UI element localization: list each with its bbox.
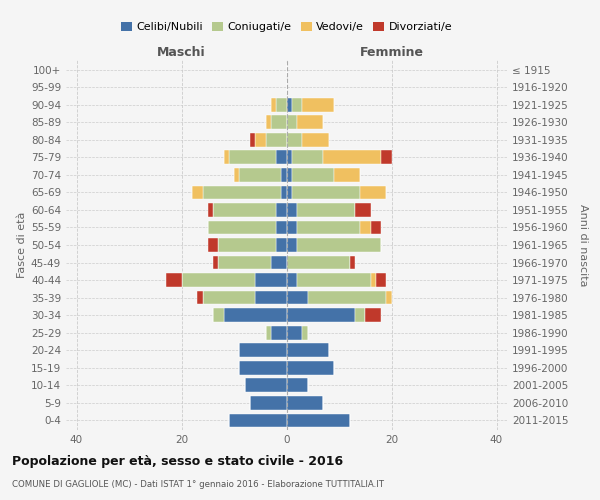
Text: Maschi: Maschi: [157, 46, 206, 59]
Bar: [218, 238, 276, 252]
Bar: [287, 186, 292, 199]
Bar: [287, 98, 292, 112]
Bar: [287, 414, 349, 427]
Bar: [292, 150, 323, 164]
Bar: [349, 256, 355, 270]
Bar: [203, 186, 281, 199]
Bar: [287, 308, 355, 322]
Bar: [239, 344, 287, 357]
Bar: [239, 168, 281, 181]
Bar: [276, 238, 287, 252]
Bar: [245, 378, 287, 392]
Bar: [371, 220, 381, 234]
Bar: [371, 273, 376, 287]
Bar: [208, 238, 218, 252]
Bar: [265, 133, 287, 146]
Bar: [360, 220, 371, 234]
Bar: [213, 308, 223, 322]
Bar: [287, 344, 329, 357]
Bar: [297, 238, 381, 252]
Bar: [287, 273, 297, 287]
Bar: [292, 186, 360, 199]
Bar: [287, 220, 297, 234]
Bar: [355, 203, 371, 217]
Bar: [334, 168, 360, 181]
Bar: [255, 273, 287, 287]
Bar: [287, 256, 349, 270]
Bar: [287, 116, 297, 129]
Bar: [271, 116, 287, 129]
Bar: [255, 133, 265, 146]
Bar: [271, 326, 287, 340]
Bar: [287, 168, 292, 181]
Bar: [302, 133, 329, 146]
Bar: [192, 186, 203, 199]
Bar: [281, 168, 287, 181]
Bar: [302, 326, 308, 340]
Bar: [287, 238, 297, 252]
Bar: [208, 203, 213, 217]
Bar: [239, 361, 287, 374]
Bar: [386, 291, 392, 304]
Bar: [213, 203, 276, 217]
Bar: [302, 98, 334, 112]
Bar: [250, 396, 287, 409]
Bar: [271, 256, 287, 270]
Bar: [287, 150, 292, 164]
Bar: [223, 150, 229, 164]
Bar: [365, 308, 381, 322]
Bar: [292, 98, 302, 112]
Bar: [229, 150, 276, 164]
Bar: [323, 150, 381, 164]
Bar: [265, 116, 271, 129]
Text: Femmine: Femmine: [359, 46, 424, 59]
Bar: [223, 308, 287, 322]
Bar: [287, 361, 334, 374]
Bar: [271, 98, 276, 112]
Bar: [276, 220, 287, 234]
Bar: [234, 168, 239, 181]
Bar: [297, 116, 323, 129]
Bar: [355, 308, 365, 322]
Bar: [229, 414, 287, 427]
Bar: [297, 203, 355, 217]
Legend: Celibi/Nubili, Coniugati/e, Vedovi/e, Divorziati/e: Celibi/Nubili, Coniugati/e, Vedovi/e, Di…: [116, 18, 457, 37]
Bar: [287, 291, 308, 304]
Text: COMUNE DI GAGLIOLE (MC) - Dati ISTAT 1° gennaio 2016 - Elaborazione TUTTITALIA.I: COMUNE DI GAGLIOLE (MC) - Dati ISTAT 1° …: [12, 480, 384, 489]
Bar: [276, 150, 287, 164]
Bar: [213, 256, 218, 270]
Bar: [255, 291, 287, 304]
Bar: [287, 326, 302, 340]
Bar: [287, 203, 297, 217]
Y-axis label: Fasce di età: Fasce di età: [17, 212, 27, 278]
Bar: [287, 378, 308, 392]
Bar: [203, 291, 255, 304]
Bar: [287, 396, 323, 409]
Bar: [360, 186, 386, 199]
Bar: [376, 273, 386, 287]
Bar: [182, 273, 255, 287]
Bar: [297, 273, 371, 287]
Bar: [197, 291, 203, 304]
Bar: [292, 168, 334, 181]
Y-axis label: Anni di nascita: Anni di nascita: [578, 204, 588, 286]
Bar: [265, 326, 271, 340]
Bar: [287, 133, 302, 146]
Bar: [208, 220, 276, 234]
Bar: [276, 98, 287, 112]
Bar: [281, 186, 287, 199]
Bar: [308, 291, 386, 304]
Bar: [381, 150, 392, 164]
Bar: [250, 133, 255, 146]
Bar: [218, 256, 271, 270]
Bar: [297, 220, 360, 234]
Bar: [166, 273, 182, 287]
Bar: [276, 203, 287, 217]
Text: Popolazione per età, sesso e stato civile - 2016: Popolazione per età, sesso e stato civil…: [12, 455, 343, 468]
